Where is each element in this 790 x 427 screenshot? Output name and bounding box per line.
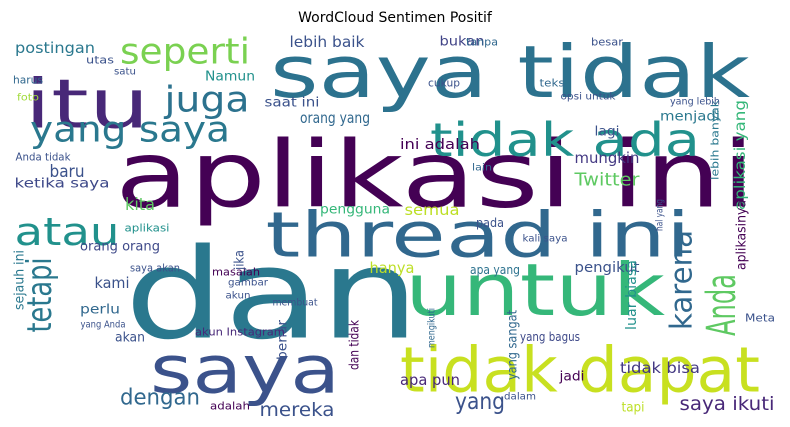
word: cukup	[428, 77, 460, 90]
word: opsi untuk	[561, 92, 616, 103]
word: besar	[591, 36, 623, 49]
word: mengikuti	[427, 308, 438, 348]
word: apa pun	[400, 371, 460, 389]
word: ini adalah	[400, 137, 480, 153]
word: luar biasa	[624, 260, 640, 330]
word: pengguna	[320, 203, 390, 218]
word: mungkin	[575, 149, 640, 167]
word: lagi	[595, 125, 620, 140]
word: Anda tidak	[16, 151, 72, 164]
word: saya	[150, 332, 340, 409]
word: yang bagus	[520, 330, 580, 344]
word: yang lebih	[670, 97, 720, 108]
word: seperti	[120, 32, 250, 73]
word: tetapi	[20, 258, 60, 333]
word: bukan	[440, 35, 485, 50]
word: aplikasi yang	[731, 100, 749, 210]
chart-title: WordCloud Sentimen Positif	[298, 10, 493, 26]
word: benar	[276, 319, 291, 360]
word: foto	[17, 93, 39, 104]
word: lebih baik	[290, 33, 365, 51]
word: jika	[233, 250, 248, 271]
word: kali saya	[523, 234, 568, 245]
word: dalam	[504, 392, 536, 403]
word: gambar	[228, 278, 269, 289]
word: tapi	[622, 401, 645, 416]
word: saat ini	[265, 96, 320, 111]
word: satu	[114, 67, 136, 78]
word: hanya	[370, 259, 415, 277]
word: dengan	[120, 386, 200, 411]
word: semua	[405, 201, 460, 219]
word: juga	[163, 80, 249, 121]
word: karena	[665, 230, 700, 330]
word: mereka	[260, 399, 335, 421]
word: pada	[476, 216, 504, 230]
word: akun Instagram	[195, 326, 285, 339]
word: Twitter	[573, 170, 640, 191]
word: hal yang	[655, 199, 666, 231]
word: sejauh ini	[13, 250, 28, 310]
word: apa yang	[470, 263, 520, 277]
word: adalah	[210, 400, 250, 413]
word: lain	[472, 163, 492, 174]
word: tidak ada	[430, 113, 700, 167]
word: aplikasi ini	[115, 122, 755, 229]
word: saya akan	[130, 262, 180, 275]
word: yang Anda	[81, 320, 126, 331]
word: Anda	[699, 274, 745, 336]
word: saya tidak	[270, 30, 750, 114]
word: lebih banyak	[709, 99, 722, 180]
word: teks	[540, 77, 565, 90]
word: aplikasinya	[735, 200, 750, 270]
word: kami	[95, 274, 130, 292]
word: perlu	[80, 303, 120, 318]
word: untuk	[405, 248, 665, 332]
word: tidak bisa	[620, 359, 700, 377]
word: membuat	[273, 298, 318, 309]
word: thread ini	[266, 199, 691, 272]
word: yang saya	[30, 110, 230, 151]
word: yang sangat	[506, 310, 521, 380]
word: jadi	[558, 370, 584, 385]
word: orang orang	[80, 240, 160, 255]
word: itu	[25, 66, 150, 145]
word: menjadi	[660, 110, 720, 125]
word: postingan	[15, 39, 95, 57]
word: atau	[15, 210, 120, 254]
word: Meta	[745, 312, 775, 325]
word: masalah	[212, 266, 260, 279]
word: baru	[50, 162, 85, 182]
word: orang yang	[300, 109, 370, 127]
word: saya ikuti	[680, 393, 775, 415]
word: akan	[115, 331, 145, 346]
word: harus	[13, 74, 43, 87]
word: dan	[125, 223, 420, 368]
word: kita	[125, 195, 155, 215]
word: akun	[226, 291, 251, 302]
word: tidak dapat	[400, 334, 760, 407]
word: yang	[455, 389, 505, 415]
word: ketika saya	[15, 177, 110, 192]
word: aplikasi	[125, 222, 170, 235]
word: pengikut	[575, 260, 641, 276]
word: dan tidak	[348, 320, 363, 370]
word: Namun	[205, 70, 255, 85]
word: tanpa	[466, 36, 498, 49]
word: utas	[86, 54, 114, 67]
